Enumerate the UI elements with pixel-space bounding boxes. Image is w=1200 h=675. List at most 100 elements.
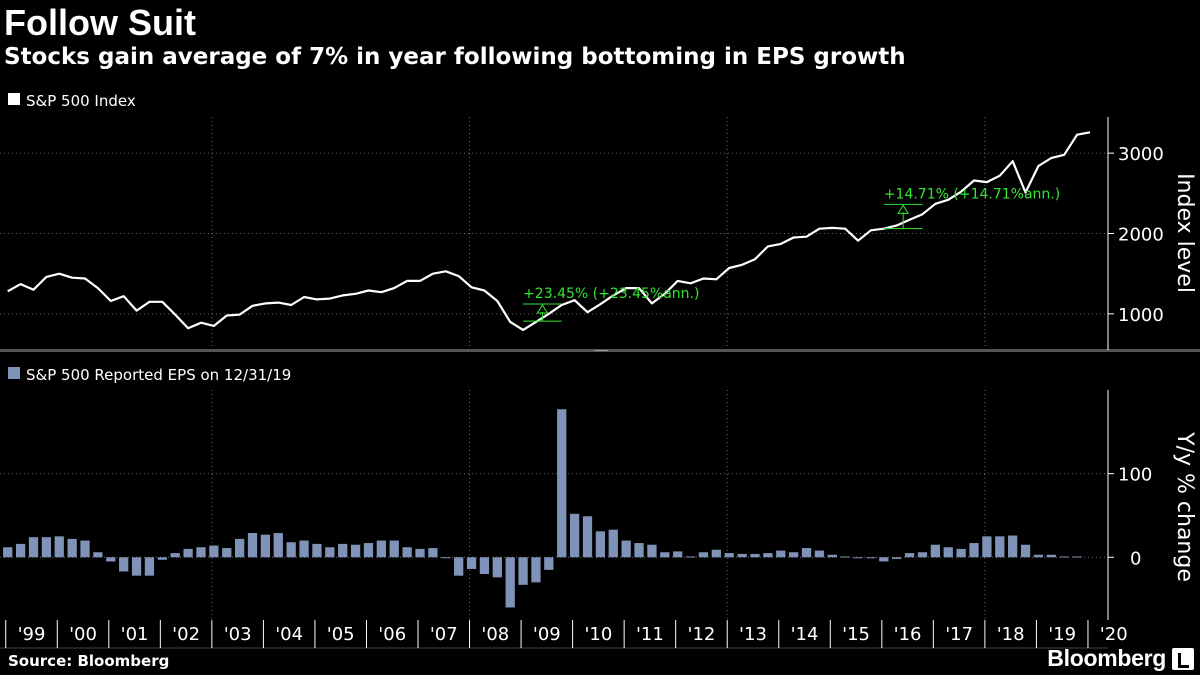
annotation-2: +14.71% (+14.71%ann.) <box>883 186 1060 230</box>
bottom-y-axis-title: Y/y % change <box>1172 431 1197 582</box>
legend-bar-label: S&P 500 Reported EPS on 12/31/19 <box>26 366 291 384</box>
eps-bar <box>41 537 52 558</box>
eps-bar <box>660 552 670 558</box>
eps-bar <box>634 543 644 558</box>
annotation-1: +23.45% (+23.45%ann.) <box>523 286 699 322</box>
eps-bar <box>402 547 412 558</box>
eps-bars <box>3 409 1082 608</box>
eps-bar <box>969 543 979 558</box>
legend-line-swatch <box>8 93 20 105</box>
y-axes: 1000 2000 3000 0 100 <box>1107 117 1164 620</box>
eps-bar <box>827 554 837 558</box>
x-tick-label: '14 <box>791 624 819 645</box>
eps-bar <box>647 544 657 558</box>
top-y-tick-label: 3000 <box>1118 144 1164 165</box>
eps-bar <box>376 540 386 558</box>
eps-bar <box>531 557 541 583</box>
eps-bar <box>3 547 13 558</box>
eps-bar <box>608 529 618 558</box>
annotations: +23.45% (+23.45%ann.) +14.71% (+14.71%ann… <box>523 186 1060 322</box>
eps-bar <box>209 545 219 558</box>
eps-bar <box>170 553 180 558</box>
annotation-arrow-head <box>536 304 549 314</box>
bloomberg-logo-icon <box>1172 648 1194 670</box>
eps-bar <box>1033 554 1044 558</box>
eps-bar <box>621 540 631 558</box>
x-tick-label: '11 <box>636 624 664 645</box>
eps-bar <box>917 552 928 558</box>
legend-line-label: S&P 500 Index <box>26 92 136 110</box>
eps-bar <box>196 547 206 558</box>
eps-bar <box>80 540 90 558</box>
eps-bar <box>1008 535 1018 558</box>
x-tick-label: '00 <box>69 624 97 645</box>
eps-bar <box>428 548 438 558</box>
x-tick-label: '03 <box>224 624 252 645</box>
x-tick-label: '05 <box>327 624 355 645</box>
eps-bar <box>557 409 567 558</box>
x-tick-label: '99 <box>18 624 46 645</box>
eps-bar <box>995 536 1005 558</box>
eps-bar <box>312 543 322 558</box>
eps-bar <box>119 557 129 572</box>
annotation-arrow-head <box>897 204 910 214</box>
panel-divider <box>0 349 1200 352</box>
bottom-y-tick-label: 0 <box>1130 548 1141 569</box>
eps-bar <box>222 548 232 558</box>
chart-subtitle: Stocks gain average of 7% in year follow… <box>4 44 906 70</box>
x-tick-label: '10 <box>584 624 612 645</box>
eps-bar <box>982 536 992 558</box>
eps-bar <box>234 538 245 558</box>
eps-bar <box>879 557 889 562</box>
eps-bar <box>685 556 696 558</box>
eps-bar <box>544 557 554 570</box>
eps-bar <box>286 542 296 558</box>
eps-bar <box>866 557 876 559</box>
eps-bar <box>582 516 593 558</box>
eps-bar <box>299 540 309 558</box>
eps-bar <box>67 538 77 558</box>
x-tick-label: '16 <box>894 624 922 645</box>
x-tick-label: '19 <box>1048 624 1076 645</box>
x-tick-label: '02 <box>172 624 200 645</box>
eps-bar <box>441 557 451 559</box>
eps-bar <box>454 557 464 576</box>
eps-bar <box>260 534 271 558</box>
eps-bar <box>350 544 361 558</box>
eps-bar <box>1046 554 1056 558</box>
eps-bar <box>673 551 683 558</box>
legend-bar-swatch <box>8 367 20 379</box>
eps-bar <box>15 543 26 558</box>
eps-bar <box>479 557 490 574</box>
eps-bar <box>131 557 142 576</box>
x-tick-label: '01 <box>121 624 149 645</box>
eps-bar <box>930 544 940 558</box>
eps-bar <box>956 548 966 558</box>
x-tick-label: '04 <box>275 624 303 645</box>
eps-bar <box>466 557 477 569</box>
eps-bar <box>892 557 902 559</box>
eps-bar <box>54 536 64 558</box>
eps-bar <box>698 552 709 558</box>
eps-bar <box>157 557 167 560</box>
eps-bar <box>801 548 812 558</box>
eps-bar <box>737 553 747 558</box>
x-tick-label: '18 <box>997 624 1025 645</box>
eps-bar <box>415 548 425 558</box>
eps-bar <box>943 547 953 558</box>
eps-bar <box>93 552 103 558</box>
brand-logo: Bloomberg <box>1047 645 1166 671</box>
chart-title: Follow Suit <box>4 2 196 43</box>
eps-bar <box>518 557 528 585</box>
x-tick-label: '09 <box>533 624 561 645</box>
top-y-tick-label: 1000 <box>1118 305 1164 326</box>
eps-bar <box>711 549 721 558</box>
eps-bar <box>788 552 799 558</box>
eps-bar <box>840 556 850 558</box>
x-tick-label: '15 <box>842 624 870 645</box>
bottom-y-tick-label: 100 <box>1118 465 1152 486</box>
x-tick-label: '12 <box>688 624 716 645</box>
eps-bar <box>247 533 258 558</box>
source-note: Source: Bloomberg <box>8 652 170 670</box>
